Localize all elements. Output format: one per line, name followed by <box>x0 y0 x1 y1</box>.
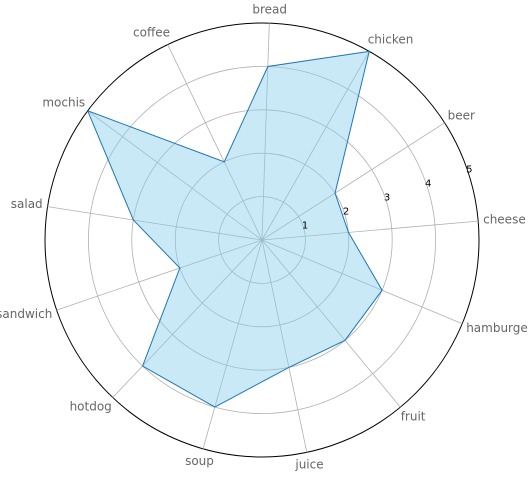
radial-tick-label: 4 <box>425 178 431 189</box>
spoke-line <box>261 122 445 241</box>
radar-grid <box>44 22 480 458</box>
category-label-cheese: cheese <box>483 213 526 227</box>
radial-tick-label: 2 <box>343 206 349 217</box>
category-label-fruit: fruit <box>401 410 426 424</box>
spoke-line <box>202 239 263 449</box>
category-label-mochis: mochis <box>42 96 85 110</box>
grid-ring <box>174 152 350 328</box>
series-polygon <box>86 50 383 408</box>
spoke-line <box>261 239 463 325</box>
category-label-juice: juice <box>294 458 323 472</box>
category-label-salad: salad <box>11 197 43 211</box>
radar-series <box>86 50 383 408</box>
category-label-hamburger: hamburger <box>466 321 528 335</box>
spoke-line <box>47 206 263 241</box>
spoke-line <box>261 51 370 241</box>
category-label-hotdog: hotdog <box>70 399 112 413</box>
radial-ticks: 1 2 3 4 5 <box>302 164 473 231</box>
category-label-chicken: chicken <box>368 33 414 47</box>
grid-ring <box>131 109 393 371</box>
category-label-coffee: coffee <box>133 25 170 39</box>
spoke-line <box>56 239 263 311</box>
spoke-line <box>261 220 479 241</box>
grid-ring <box>218 196 306 284</box>
outer-ring <box>44 22 480 458</box>
radial-tick-label: 5 <box>466 164 472 175</box>
category-label-soup: soup <box>185 454 214 468</box>
spoke-line <box>261 239 308 453</box>
category-label-beer: beer <box>448 108 475 122</box>
spoke-line <box>261 23 270 241</box>
grid-ring <box>87 65 437 415</box>
category-label-bread: bread <box>252 3 287 17</box>
category-label-sandwich: sandwich <box>0 307 52 321</box>
radial-tick-label: 3 <box>384 192 390 203</box>
category-labels: cheese beer chicken bread coffee mochis salad s… <box>0 3 528 472</box>
spoke-line <box>261 239 401 408</box>
spoke-line <box>167 44 263 241</box>
spoke-line <box>112 239 263 398</box>
spoke-line <box>87 110 263 241</box>
radial-tick-label: 1 <box>302 220 308 231</box>
